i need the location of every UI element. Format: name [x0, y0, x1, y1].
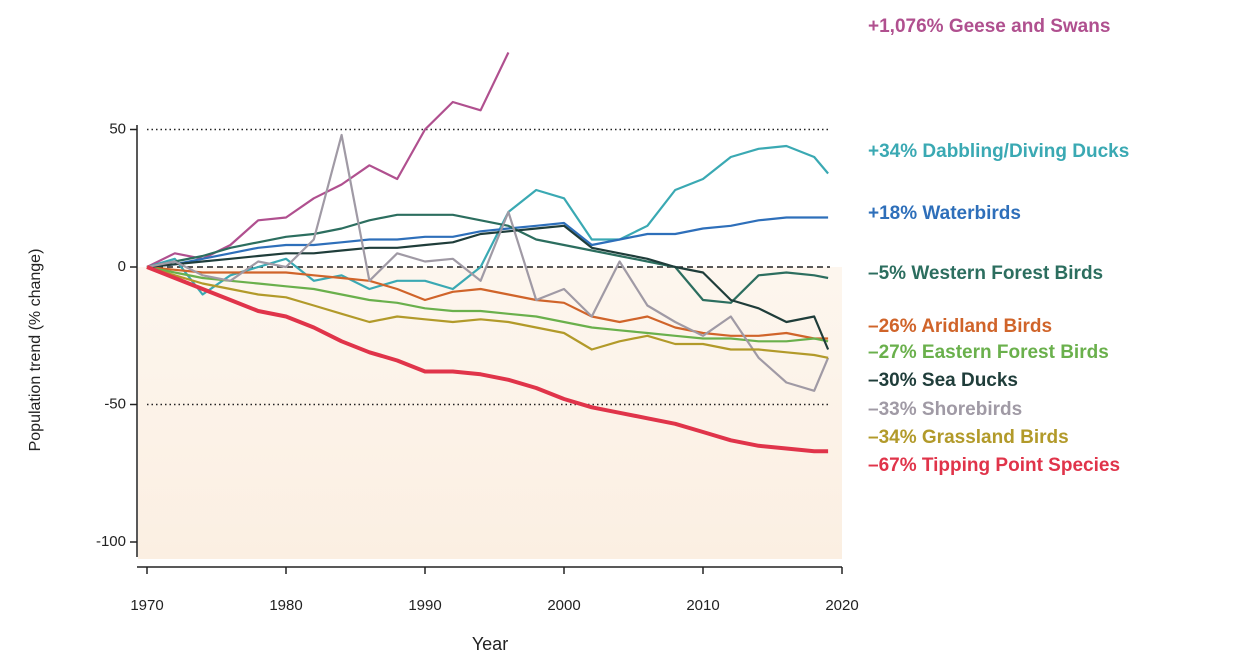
- series-label: +34% Dabbling/Diving Ducks: [868, 141, 1129, 162]
- change-label: –34%: [868, 427, 917, 448]
- series-line: [146, 213, 829, 304]
- plot-background: [138, 267, 842, 559]
- x-tick-label: 2020: [825, 597, 858, 614]
- series-label: –34% Grassland Birds: [868, 427, 1069, 448]
- change-label: –67%: [868, 455, 917, 476]
- legend-name: Waterbirds: [922, 203, 1021, 224]
- legend-name: Eastern Forest Birds: [922, 342, 1109, 363]
- legend-name: Shorebirds: [922, 399, 1022, 420]
- change-label: +18%: [868, 203, 917, 224]
- y-tick-label: 50: [109, 120, 126, 137]
- y-tick-label: -100: [96, 533, 126, 550]
- series-label: –5% Western Forest Birds: [868, 263, 1103, 284]
- series-line: [146, 265, 829, 343]
- y-axis-label: Population trend (% change): [27, 249, 44, 452]
- series-line: [146, 265, 829, 340]
- change-label: –33%: [868, 399, 917, 420]
- series-line: [146, 224, 830, 350]
- legend-name: Aridland Birds: [921, 316, 1052, 337]
- x-axis-label: Year: [472, 634, 508, 654]
- series-line: [146, 216, 829, 269]
- change-label: +1,076%: [868, 16, 944, 37]
- series-line: [146, 265, 829, 454]
- series-label: +18% Waterbirds: [868, 203, 1021, 224]
- legend-name: Grassland Birds: [922, 427, 1069, 448]
- legend-name: Geese and Swans: [949, 16, 1111, 37]
- x-tick-label: 2010: [686, 597, 719, 614]
- x-tick-label: 1970: [130, 597, 163, 614]
- series-label: –30% Sea Ducks: [868, 370, 1018, 391]
- series-line: [146, 133, 830, 392]
- change-label: –30%: [868, 370, 917, 391]
- change-label: –26%: [868, 316, 917, 337]
- y-tick-label: 0: [118, 258, 126, 275]
- x-tick-label: 1990: [408, 597, 441, 614]
- series-line: [146, 265, 829, 359]
- legend-name: Tipping Point Species: [922, 455, 1120, 476]
- x-tick-label: 1980: [269, 597, 302, 614]
- series-label: +1,076% Geese and Swans: [868, 16, 1110, 37]
- series-line: [146, 144, 829, 296]
- legend-name: Western Forest Birds: [911, 263, 1103, 284]
- x-tick-label: 2000: [547, 597, 580, 614]
- series-label: –33% Shorebirds: [868, 399, 1022, 420]
- y-tick-label: -50: [104, 395, 126, 412]
- change-label: +34%: [868, 141, 917, 162]
- change-label: –27%: [868, 342, 917, 363]
- series-label: –27% Eastern Forest Birds: [868, 342, 1109, 363]
- change-label: –5%: [868, 263, 906, 284]
- legend-name: Sea Ducks: [922, 370, 1018, 391]
- series-line: [146, 52, 510, 268]
- series-label: –26% Aridland Birds: [868, 316, 1052, 337]
- series-label: –67% Tipping Point Species: [868, 455, 1120, 476]
- legend-name: Dabbling/Diving Ducks: [922, 141, 1129, 162]
